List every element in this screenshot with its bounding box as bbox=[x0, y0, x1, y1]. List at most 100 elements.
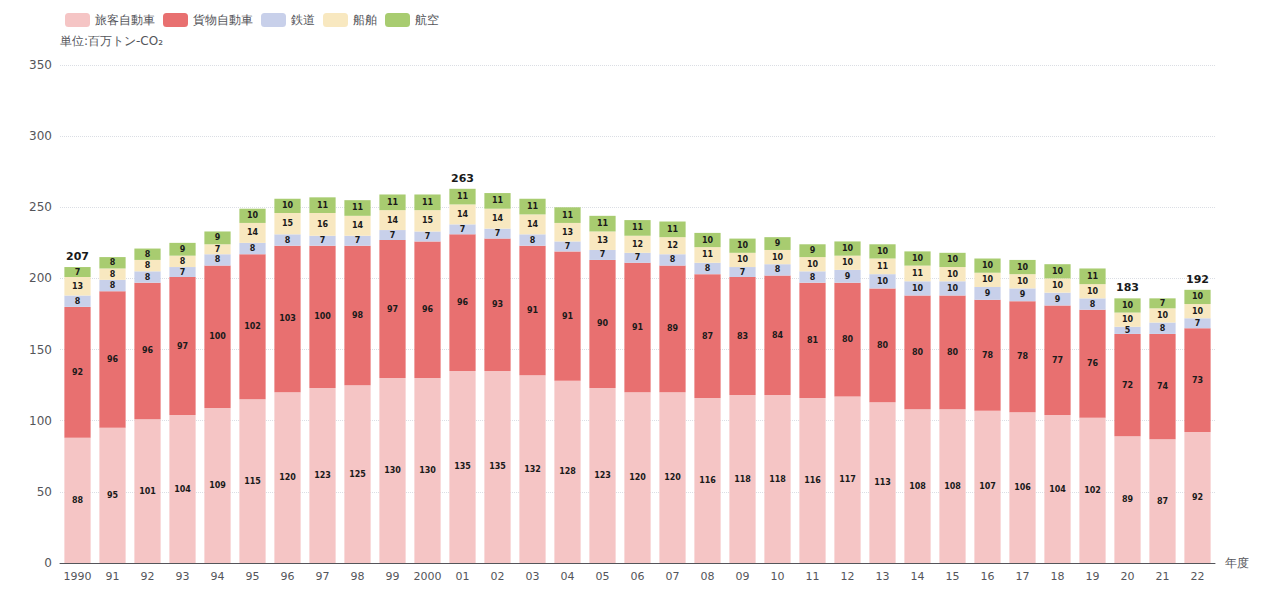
svg-text:11: 11 bbox=[632, 223, 644, 232]
svg-text:97: 97 bbox=[316, 570, 330, 583]
svg-text:9: 9 bbox=[1020, 290, 1026, 299]
svg-text:7: 7 bbox=[740, 268, 746, 277]
svg-text:10: 10 bbox=[1122, 301, 1134, 310]
svg-text:8: 8 bbox=[1160, 324, 1166, 333]
svg-text:10: 10 bbox=[947, 270, 959, 279]
svg-text:13: 13 bbox=[876, 570, 890, 583]
svg-text:0: 0 bbox=[44, 556, 52, 570]
svg-text:89: 89 bbox=[667, 324, 679, 333]
svg-text:97: 97 bbox=[387, 305, 398, 314]
svg-text:06: 06 bbox=[631, 570, 645, 583]
svg-text:120: 120 bbox=[664, 473, 681, 482]
svg-text:10: 10 bbox=[912, 254, 924, 263]
svg-text:96: 96 bbox=[422, 305, 434, 314]
svg-text:120: 120 bbox=[279, 473, 296, 482]
svg-text:船舶: 船舶 bbox=[353, 13, 377, 27]
svg-text:航空: 航空 bbox=[415, 13, 439, 27]
svg-text:20: 20 bbox=[1121, 570, 1135, 583]
svg-text:100: 100 bbox=[314, 312, 331, 321]
svg-text:103: 103 bbox=[279, 314, 296, 323]
svg-text:123: 123 bbox=[594, 471, 611, 480]
svg-text:1990: 1990 bbox=[64, 570, 92, 583]
svg-text:83: 83 bbox=[737, 332, 748, 341]
svg-text:11: 11 bbox=[457, 192, 469, 201]
svg-text:88: 88 bbox=[72, 496, 84, 505]
svg-text:100: 100 bbox=[209, 332, 226, 341]
svg-text:14: 14 bbox=[457, 210, 469, 219]
svg-text:21: 21 bbox=[1156, 570, 1170, 583]
svg-text:84: 84 bbox=[772, 331, 784, 340]
svg-text:10: 10 bbox=[982, 275, 994, 284]
svg-text:91: 91 bbox=[632, 323, 644, 332]
svg-text:183: 183 bbox=[1116, 281, 1139, 294]
svg-text:8: 8 bbox=[250, 244, 256, 253]
svg-text:135: 135 bbox=[454, 462, 471, 471]
svg-text:15: 15 bbox=[282, 219, 294, 228]
svg-text:300: 300 bbox=[29, 129, 52, 143]
svg-text:8: 8 bbox=[75, 297, 81, 306]
svg-text:101: 101 bbox=[139, 487, 156, 496]
svg-text:16: 16 bbox=[981, 570, 995, 583]
svg-text:11: 11 bbox=[352, 203, 364, 212]
svg-text:7: 7 bbox=[495, 229, 501, 238]
svg-text:15: 15 bbox=[422, 216, 434, 225]
svg-text:09: 09 bbox=[736, 570, 750, 583]
svg-text:11: 11 bbox=[422, 198, 434, 207]
svg-text:11: 11 bbox=[597, 219, 609, 228]
svg-text:01: 01 bbox=[456, 570, 470, 583]
svg-text:11: 11 bbox=[387, 198, 399, 207]
svg-text:76: 76 bbox=[1087, 359, 1099, 368]
svg-text:91: 91 bbox=[562, 312, 574, 321]
svg-text:10: 10 bbox=[1192, 292, 1204, 301]
svg-text:11: 11 bbox=[702, 250, 714, 259]
svg-text:13: 13 bbox=[72, 282, 83, 291]
svg-text:14: 14 bbox=[387, 216, 399, 225]
svg-text:130: 130 bbox=[384, 466, 401, 475]
svg-text:7: 7 bbox=[215, 245, 221, 254]
svg-text:13: 13 bbox=[597, 236, 608, 245]
svg-text:350: 350 bbox=[29, 58, 52, 72]
svg-text:130: 130 bbox=[419, 466, 436, 475]
svg-text:10: 10 bbox=[282, 201, 294, 210]
svg-text:8: 8 bbox=[775, 265, 781, 274]
svg-text:263: 263 bbox=[451, 172, 474, 185]
svg-text:116: 116 bbox=[804, 476, 821, 485]
svg-text:93: 93 bbox=[492, 300, 503, 309]
svg-text:11: 11 bbox=[317, 201, 329, 210]
svg-text:10: 10 bbox=[982, 261, 994, 270]
svg-text:93: 93 bbox=[176, 570, 190, 583]
svg-text:92: 92 bbox=[72, 368, 83, 377]
svg-text:125: 125 bbox=[349, 470, 366, 479]
svg-text:200: 200 bbox=[29, 271, 52, 285]
svg-text:87: 87 bbox=[1157, 497, 1168, 506]
svg-text:12: 12 bbox=[841, 570, 855, 583]
svg-text:15: 15 bbox=[946, 570, 960, 583]
svg-text:9: 9 bbox=[775, 239, 781, 248]
svg-text:97: 97 bbox=[177, 342, 188, 351]
svg-text:92: 92 bbox=[1192, 493, 1203, 502]
svg-text:8: 8 bbox=[145, 250, 151, 259]
svg-text:22: 22 bbox=[1191, 570, 1205, 583]
svg-text:98: 98 bbox=[351, 570, 365, 583]
svg-text:7: 7 bbox=[600, 250, 606, 259]
svg-text:118: 118 bbox=[734, 475, 751, 484]
svg-text:118: 118 bbox=[769, 475, 786, 484]
svg-text:7: 7 bbox=[75, 268, 81, 277]
svg-text:80: 80 bbox=[842, 335, 854, 344]
svg-text:8: 8 bbox=[670, 255, 676, 264]
svg-text:05: 05 bbox=[596, 570, 610, 583]
svg-text:128: 128 bbox=[559, 467, 576, 476]
svg-text:96: 96 bbox=[281, 570, 295, 583]
svg-text:89: 89 bbox=[1122, 495, 1134, 504]
svg-text:117: 117 bbox=[839, 475, 856, 484]
svg-text:94: 94 bbox=[211, 570, 225, 583]
svg-text:9: 9 bbox=[810, 246, 816, 255]
svg-text:10: 10 bbox=[807, 260, 819, 269]
svg-text:92: 92 bbox=[141, 570, 155, 583]
svg-text:10: 10 bbox=[947, 255, 959, 264]
svg-text:7: 7 bbox=[460, 225, 466, 234]
svg-text:98: 98 bbox=[352, 311, 364, 320]
svg-text:8: 8 bbox=[180, 257, 186, 266]
svg-text:11: 11 bbox=[667, 225, 679, 234]
svg-text:120: 120 bbox=[629, 473, 646, 482]
